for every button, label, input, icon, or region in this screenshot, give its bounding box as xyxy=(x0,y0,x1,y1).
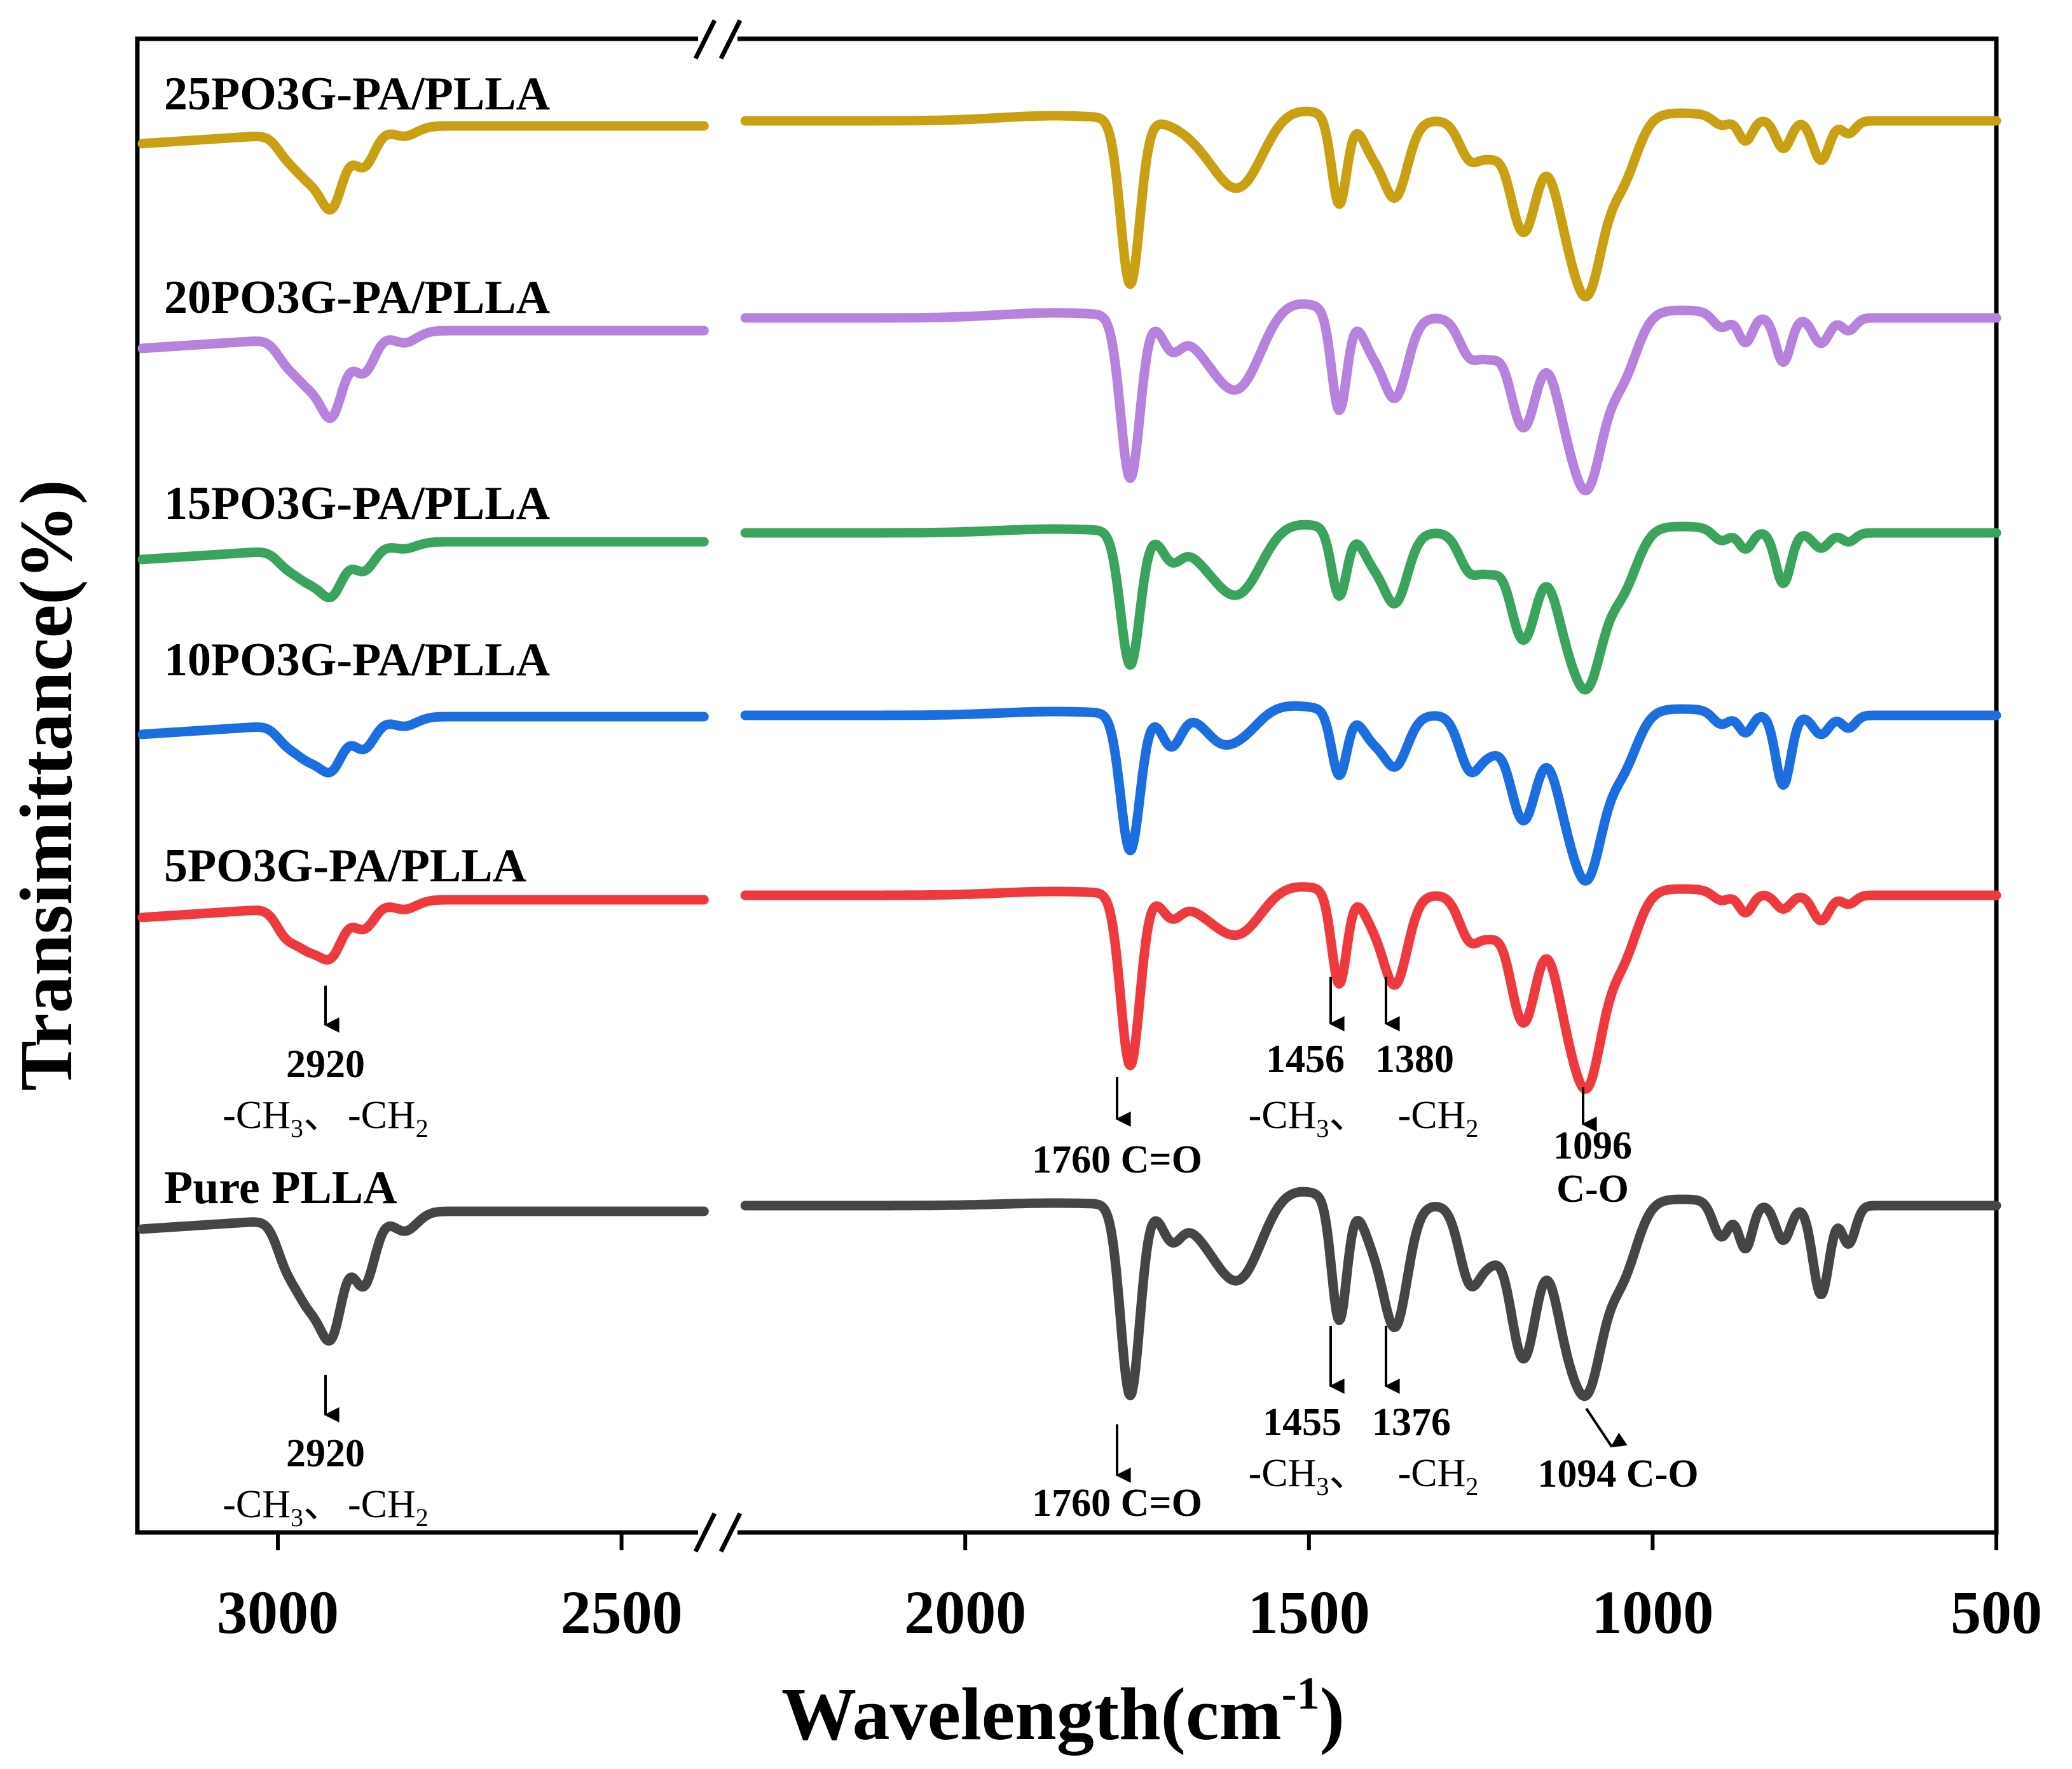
annotation-ch-groups-1455-p: -CH3、 xyxy=(1249,1452,1369,1501)
series-line-20PO3G xyxy=(137,299,2001,496)
annotation-ch-groups-1376-p: -CH2 xyxy=(1398,1452,1479,1501)
annotation-ch-groups-1456-5: -CH3、 xyxy=(1249,1094,1369,1143)
x-tick-label-2500: 2500 xyxy=(561,1578,683,1646)
annotation-1380-5: 1380 xyxy=(1375,1038,1454,1081)
series-label-25PO3G: 25PO3G-PA/PLLA xyxy=(164,68,550,120)
series-label-pure-plla: Pure PLLA xyxy=(164,1162,397,1214)
x-tick-label-2000: 2000 xyxy=(904,1578,1026,1646)
series-label-20PO3G: 20PO3G-PA/PLLA xyxy=(164,272,550,324)
annotation-1456-5: 1456 xyxy=(1266,1038,1345,1081)
annotation-ch-groups-2920-5: -CH3、 -CH2 xyxy=(223,1094,429,1143)
axis-break-marks-bottom xyxy=(693,1512,743,1553)
series-line-pure-plla xyxy=(137,1187,2001,1401)
series-line-10PO3G xyxy=(137,701,2001,886)
annotation-2920-p: 2920 xyxy=(286,1432,365,1475)
annotation-co-5: C-O xyxy=(1556,1167,1629,1211)
x-tick-label-3000: 3000 xyxy=(217,1578,339,1646)
x-tick-label-500: 500 xyxy=(1951,1578,2042,1646)
x-tick-label-1500: 1500 xyxy=(1248,1578,1370,1646)
x-tick-labels: 3000 2500 2000 1500 1000 500 xyxy=(217,1578,2042,1646)
series-line-15PO3G xyxy=(137,520,2001,695)
annotation-1760-p: 1760 C=O xyxy=(1032,1482,1202,1525)
annotation-arrows xyxy=(324,977,1628,1483)
series-line-25PO3G xyxy=(137,106,2001,302)
annotation-1760-5: 1760 C=O xyxy=(1032,1138,1202,1181)
annotation-ch-groups-1380-5: -CH2 xyxy=(1398,1094,1479,1143)
arrow-1094-p xyxy=(1585,1407,1628,1448)
series-label-10PO3G: 10PO3G-PA/PLLA xyxy=(164,634,550,686)
series-line-5PO3G xyxy=(137,882,2001,1094)
series-label-5PO3G: 5PO3G-PA/PLLA xyxy=(164,840,526,892)
annotation-ch-groups-2920-p: -CH3、 -CH2 xyxy=(223,1483,429,1532)
axis-break-marks-top xyxy=(693,19,743,60)
plot-frame xyxy=(135,36,1999,1535)
y-axis-title: Transimittance(%) xyxy=(4,479,88,1091)
x-tick-label-1000: 1000 xyxy=(1591,1578,1713,1646)
annotation-1094-p: 1094 C-O xyxy=(1537,1452,1698,1496)
series-label-15PO3G: 15PO3G-PA/PLLA xyxy=(164,478,550,530)
annotation-1455-p: 1455 xyxy=(1263,1401,1341,1444)
annotation-2920-5: 2920 xyxy=(286,1043,365,1086)
x-ticks xyxy=(276,1532,1998,1550)
annotation-1096-5: 1096 xyxy=(1553,1124,1632,1167)
spectra-group xyxy=(137,106,2001,1401)
annotation-1376-p: 1376 xyxy=(1372,1401,1451,1444)
x-axis-title: Wavelength(cm-1) xyxy=(781,1668,1345,1756)
